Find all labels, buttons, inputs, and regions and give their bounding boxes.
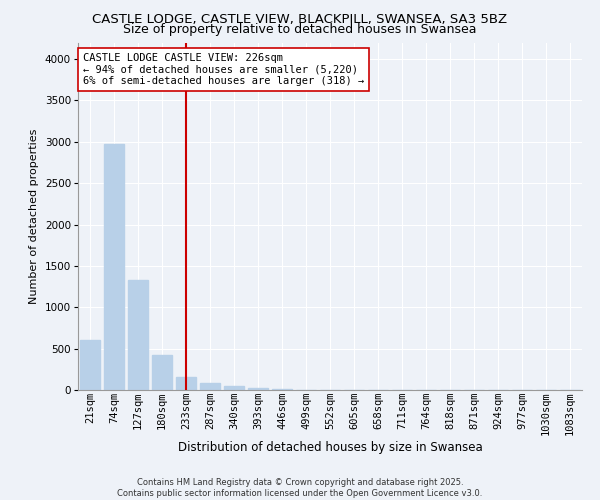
Bar bbox=[152, 355, 172, 390]
Text: Contains HM Land Registry data © Crown copyright and database right 2025.
Contai: Contains HM Land Registry data © Crown c… bbox=[118, 478, 482, 498]
X-axis label: Distribution of detached houses by size in Swansea: Distribution of detached houses by size … bbox=[178, 440, 482, 454]
Text: CASTLE LODGE CASTLE VIEW: 226sqm
← 94% of detached houses are smaller (5,220)
6%: CASTLE LODGE CASTLE VIEW: 226sqm ← 94% o… bbox=[83, 53, 364, 86]
Bar bbox=[80, 340, 100, 390]
Bar bbox=[128, 280, 148, 390]
Bar bbox=[224, 386, 244, 390]
Y-axis label: Number of detached properties: Number of detached properties bbox=[29, 128, 39, 304]
Bar bbox=[200, 384, 220, 390]
Bar bbox=[176, 377, 196, 390]
Text: CASTLE LODGE, CASTLE VIEW, BLACKPILL, SWANSEA, SA3 5BZ: CASTLE LODGE, CASTLE VIEW, BLACKPILL, SW… bbox=[92, 12, 508, 26]
Bar bbox=[104, 144, 124, 390]
Bar bbox=[248, 388, 268, 390]
Text: Size of property relative to detached houses in Swansea: Size of property relative to detached ho… bbox=[123, 22, 477, 36]
